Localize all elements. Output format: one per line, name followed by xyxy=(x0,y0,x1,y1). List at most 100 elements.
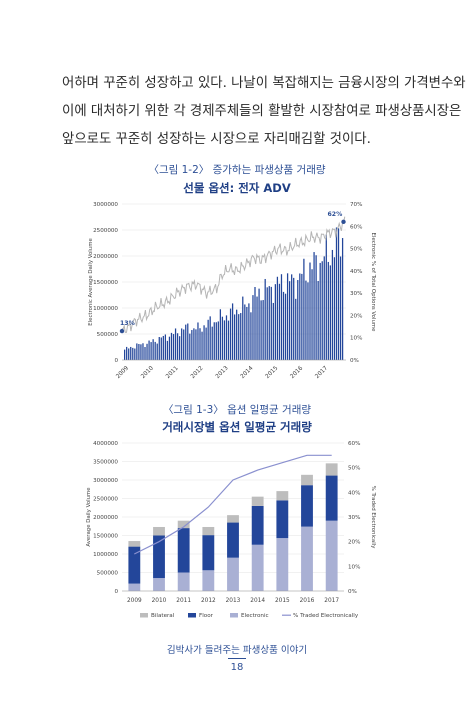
chart2-y2-tick: 30% xyxy=(348,515,360,521)
chart1-annotation-label: 13% xyxy=(120,320,135,327)
chart1-bar xyxy=(179,336,181,360)
chart1-bar xyxy=(323,256,325,360)
figure1-caption: 〈그림 1-2〉 증가하는 파생상품 거래량 xyxy=(148,164,326,176)
chart1-bar xyxy=(168,336,171,360)
chart2-legend-swatch xyxy=(140,613,148,618)
chart1-bar xyxy=(170,332,173,360)
chart1-bar xyxy=(215,322,217,360)
chart1-bar xyxy=(266,287,268,360)
chart1-bar xyxy=(315,255,317,360)
chart1-bar xyxy=(193,328,195,360)
chart1-bar xyxy=(187,323,189,360)
chart2-legend-label: Bilateral xyxy=(151,613,175,619)
chart1-bar xyxy=(309,262,311,360)
chart1-x-tick: 2012 xyxy=(190,365,205,380)
chart2-y2-tick: 50% xyxy=(348,466,360,472)
chart2-y2-tick: 0% xyxy=(348,589,357,595)
chart1-bar xyxy=(236,309,238,360)
chart2-y2-tick: 60% xyxy=(348,441,360,447)
chart1-bar xyxy=(124,349,126,360)
chart2-bar-floor xyxy=(276,500,289,539)
chart1-x-tick: 2013 xyxy=(215,365,230,380)
chart2-bar-floor xyxy=(227,522,239,558)
chart1-bar xyxy=(154,341,156,360)
chart2-bar-electronic xyxy=(301,526,313,591)
chart1-bar xyxy=(262,300,264,360)
chart2-bar-floor xyxy=(301,485,313,527)
chart1-bar xyxy=(329,265,332,360)
chart1-bar xyxy=(295,298,297,360)
chart2-bar-electronic xyxy=(128,583,141,591)
chart1-bar xyxy=(128,348,130,360)
chart1-bar xyxy=(276,276,279,360)
chart1-bar xyxy=(142,343,144,360)
chart2-bar-electronic xyxy=(177,572,190,591)
chart1-bar xyxy=(174,328,177,360)
chart1-y-label: Electronic Average Daily Volume xyxy=(88,238,94,326)
chart1-y2-tick: 0% xyxy=(350,358,359,364)
chart1-y2-tick: 60% xyxy=(350,224,362,230)
chart2-y-tick: 2000000 xyxy=(93,515,118,521)
chart2-bar-floor xyxy=(177,528,190,573)
chart1-y2-tick: 50% xyxy=(350,247,362,253)
chart1-bar xyxy=(325,234,327,360)
chart1-bar xyxy=(158,337,160,360)
chart1-bar xyxy=(225,315,228,360)
chart1-bar xyxy=(189,333,191,360)
chart1-bar xyxy=(201,331,203,360)
chart1-y2-tick: 40% xyxy=(350,269,362,275)
chart1-bar xyxy=(130,346,132,360)
chart2-bar-bilateral xyxy=(325,463,338,476)
paragraph-line: 이에 대처하기 위한 각 경제주체들의 활발한 시장참여로 파생상품시장은 xyxy=(62,104,462,119)
chart1-bar xyxy=(313,252,315,360)
chart2-x-tick: 2016 xyxy=(300,598,315,604)
paragraph-line: 앞으로도 꾸준히 성장하는 시장으로 자리매김할 것이다. xyxy=(62,132,371,147)
chart1-bar xyxy=(138,344,140,360)
chart2-legend-swatch xyxy=(188,613,196,618)
chart2-bar-bilateral xyxy=(128,541,141,547)
chart1-y-tick: 1500000 xyxy=(93,280,118,286)
chart2-legend-swatch xyxy=(230,613,238,618)
chart1-bar xyxy=(219,309,222,360)
chart2-legend-label: Floor xyxy=(199,613,214,619)
chart1-bar xyxy=(303,258,305,360)
chart1-bar xyxy=(317,280,319,360)
chart2-legend-label: Electronic xyxy=(241,613,269,619)
chart1-bar xyxy=(234,314,236,360)
chart2-bar-bilateral xyxy=(301,474,313,486)
chart2-x-tick: 2013 xyxy=(226,598,241,604)
chart1-bar xyxy=(146,343,148,360)
chart2-y-tick: 0 xyxy=(114,589,118,595)
chart1-bar xyxy=(274,284,277,360)
chart1-y-tick: 0 xyxy=(114,358,118,364)
chart1-bar xyxy=(278,283,281,360)
chart2-bar-bilateral xyxy=(153,526,165,536)
chart2-bar-electronic xyxy=(251,544,264,591)
chart1-bar xyxy=(199,328,201,360)
chart1-bar xyxy=(203,325,205,360)
chart1-annotation-dot xyxy=(119,328,125,334)
chart2-y-tick: 1500000 xyxy=(93,534,118,540)
chart1-bar xyxy=(183,329,185,360)
chart1-bar xyxy=(272,302,274,360)
chart1-bar xyxy=(132,347,134,360)
chart2-y2-tick: 40% xyxy=(348,490,360,496)
chart1-bar xyxy=(335,227,338,360)
chart2-y2-tick: 10% xyxy=(348,564,360,570)
chart1-pct-line xyxy=(121,216,346,333)
chart2-x-tick: 2010 xyxy=(152,598,167,604)
chart2-options-adv-by-venue: 4000000 3500000 3000000 2500000 2000000 15000… xyxy=(86,441,376,619)
chart1-y2-label: Electronic % of Total Options Volume xyxy=(370,233,376,333)
chart1-bar xyxy=(260,300,262,360)
chart1-bar xyxy=(289,281,291,360)
chart1-bar xyxy=(268,286,270,360)
chart2-bar-electronic xyxy=(227,557,239,591)
chart1-bar xyxy=(172,334,175,360)
chart2-bar-bilateral xyxy=(227,515,239,523)
chart1-y2-tick: 30% xyxy=(350,291,362,297)
chart1-bar xyxy=(284,293,287,360)
chart2-bar-floor xyxy=(153,535,165,579)
chart1-bar xyxy=(217,321,219,360)
chart1-bar xyxy=(156,343,158,360)
chart2-bar-floor xyxy=(202,535,215,571)
